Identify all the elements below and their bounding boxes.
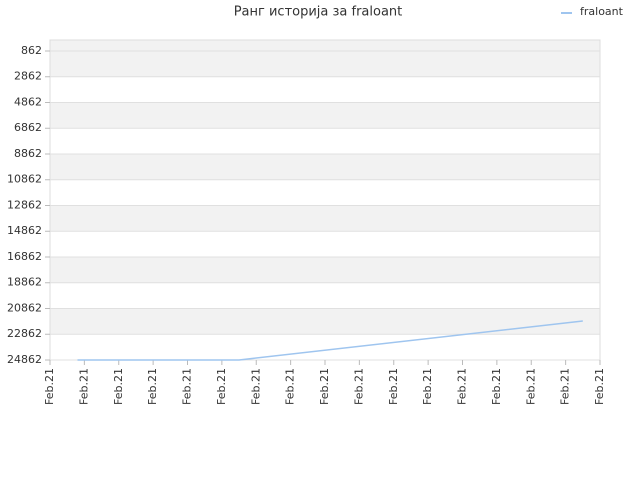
x-tick-label: Feb.21	[490, 368, 503, 405]
x-tick-label: Feb.21	[77, 368, 90, 405]
legend-label: fraloant	[580, 5, 624, 18]
y-tick-label: 14862	[7, 224, 42, 237]
x-tick-label: Feb.21	[249, 368, 262, 405]
x-tick-label: Feb.21	[387, 368, 400, 405]
y-tick-label: 22862	[7, 327, 42, 340]
grid-band	[50, 256, 600, 283]
x-tick-label: Feb.21	[559, 368, 572, 405]
x-tick-label: Feb.21	[146, 368, 159, 405]
y-tick-label: 6862	[14, 121, 42, 134]
x-tick-label: Feb.21	[215, 368, 228, 405]
x-tick-label: Feb.21	[524, 368, 537, 405]
y-tick-label: 862	[21, 44, 42, 57]
y-tick-label: 4862	[14, 95, 42, 108]
grid-band	[50, 50, 600, 77]
x-tick-label: Feb.21	[593, 368, 606, 405]
y-tick-label: 20862	[7, 301, 42, 314]
grid-band	[50, 102, 600, 129]
x-tick-label: Feb.21	[421, 368, 434, 405]
y-tick-label: 8862	[14, 147, 42, 160]
y-tick-label: 12862	[7, 198, 42, 211]
x-tick-label: Feb.21	[112, 368, 125, 405]
y-tick-label: 18862	[7, 276, 42, 289]
series-line	[77, 320, 583, 361]
y-tick-label: 24862	[7, 353, 42, 366]
chart-title: Ранг историја за fraloant	[234, 5, 403, 20]
plot-background	[50, 40, 600, 51]
x-tick-label: Feb.21	[43, 368, 56, 405]
x-tick-label: Feb.21	[318, 368, 331, 405]
x-tick-label: Feb.21	[352, 368, 365, 405]
y-tick-label: 10862	[7, 173, 42, 186]
grid-band	[50, 205, 600, 232]
grid-band	[50, 153, 600, 180]
x-tick-label: Feb.21	[456, 368, 469, 405]
x-tick-label: Feb.21	[181, 368, 194, 405]
grid-band	[50, 308, 600, 335]
y-tick-label: 16862	[7, 250, 42, 263]
y-tick-label: 2862	[14, 70, 42, 83]
x-tick-label: Feb.21	[284, 368, 297, 405]
